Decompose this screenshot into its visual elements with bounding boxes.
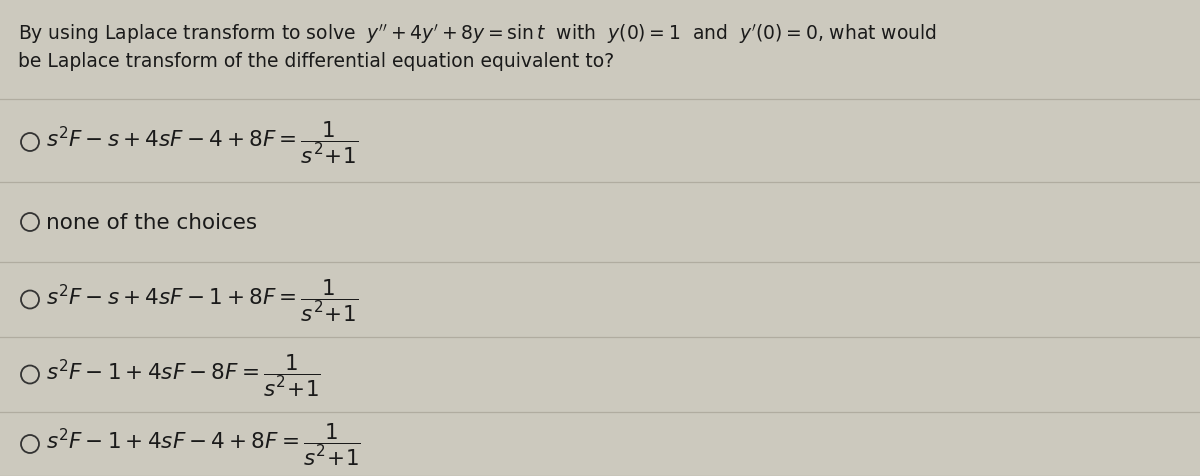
Text: $s^2F - s + 4sF - 1 + 8F = \dfrac{1}{s^2\!+\!1}$: $s^2F - s + 4sF - 1 + 8F = \dfrac{1}{s^2… xyxy=(46,277,359,323)
Text: $s^2F - s + 4sF - 4 + 8F = \dfrac{1}{s^2\!+\!1}$: $s^2F - s + 4sF - 4 + 8F = \dfrac{1}{s^2… xyxy=(46,119,359,166)
Text: $s^2F - 1 + 4sF - 8F = \dfrac{1}{s^2\!+\!1}$: $s^2F - 1 + 4sF - 8F = \dfrac{1}{s^2\!+\… xyxy=(46,352,320,398)
Text: By using Laplace transform to solve  $y'' + 4y' + 8y = \sin t$  with  $y(0) = 1$: By using Laplace transform to solve $y''… xyxy=(18,22,937,46)
Text: $s^2F - 1 + 4sF - 4 + 8F = \dfrac{1}{s^2\!+\!1}$: $s^2F - 1 + 4sF - 4 + 8F = \dfrac{1}{s^2… xyxy=(46,421,361,467)
Text: none of the choices: none of the choices xyxy=(46,213,257,232)
Text: be Laplace transform of the differential equation equivalent to?: be Laplace transform of the differential… xyxy=(18,52,614,71)
